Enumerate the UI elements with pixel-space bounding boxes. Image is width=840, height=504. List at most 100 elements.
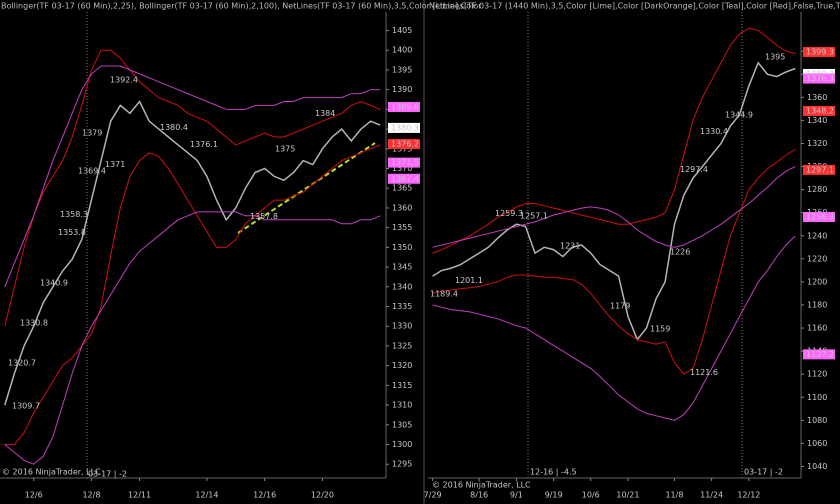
footer-note: 03-17 | -2 [744, 468, 783, 477]
y-tick-label: 1350 [392, 243, 412, 252]
price-marker [803, 349, 835, 360]
y-tick-label: 1240 [807, 231, 827, 240]
x-tick-label: 12/11 [128, 491, 151, 500]
price-annotation: 1353.8 [58, 228, 86, 237]
x-tick-label: 8/16 [470, 491, 488, 500]
price-annotation: 1330.8 [20, 319, 48, 328]
y-tick-label: 1060 [807, 439, 827, 448]
y-tick-label: 1310 [392, 401, 412, 410]
y-tick-label: 1345 [392, 263, 412, 272]
price-marker [388, 122, 420, 133]
x-tick-label: 7/29 [424, 491, 442, 500]
price-marker [388, 102, 420, 113]
price-marker-label: 1376.3 [806, 74, 834, 83]
y-tick-label: 1340 [392, 282, 412, 291]
y-tick-label: 1370 [392, 164, 412, 173]
price-annotation: 1179 [610, 302, 630, 311]
price-annotation: 1380.4 [160, 123, 188, 132]
price-annotation: 1309.7 [12, 402, 40, 411]
y-tick-label: 1315 [392, 381, 412, 390]
price-annotation: 1379 [82, 129, 102, 138]
price-marker [803, 47, 835, 58]
y-tick-label: 1040 [807, 462, 827, 471]
price-annotation: 1259.3 [495, 209, 523, 218]
y-tick-label: 1160 [807, 324, 827, 333]
panel-title: Bollinger(TF 03-17 (60 Min),2,25), Bolli… [1, 2, 482, 11]
price-line [4, 100, 381, 406]
y-tick-label: 1395 [392, 65, 412, 74]
y-tick-label: 1320 [392, 361, 412, 370]
price-annotation: 1320.7 [8, 358, 36, 367]
price-annotation: 1159 [650, 325, 670, 334]
y-tick-label: 1320 [807, 139, 827, 148]
y-tick-label: 1355 [392, 223, 412, 232]
price-annotation: 1375 [275, 144, 295, 153]
footer-note: 03-17 | -2 [88, 470, 127, 479]
footer-note: 12-16 | -4.5 [530, 468, 577, 477]
band-line [4, 49, 381, 327]
y-tick-label: 1330 [392, 322, 412, 331]
price-marker [803, 211, 835, 222]
x-tick-label: 10/21 [616, 491, 639, 500]
x-tick-label: 11/8 [665, 491, 683, 500]
price-marker-label: 1367.4 [391, 174, 419, 183]
price-marker-label: 1385.6 [391, 103, 419, 112]
price-marker-label: 1376.2 [391, 140, 419, 149]
price-annotation: 1371 [105, 160, 125, 169]
price-annotation: 1231 [560, 242, 580, 251]
panel-title: NetLines(TF 03-17 (1440 Min),3,5,Color [… [429, 2, 840, 11]
y-tick-label: 1340 [807, 116, 827, 125]
y-tick-label: 1200 [807, 277, 827, 286]
band-line [4, 65, 381, 287]
y-tick-label: 1360 [392, 203, 412, 212]
y-tick-label: 1325 [392, 341, 412, 350]
price-marker [803, 73, 835, 84]
x-tick-label: 12/8 [82, 491, 100, 500]
band-line [4, 211, 381, 465]
price-annotation: 1395 [765, 52, 785, 61]
y-tick-label: 1405 [392, 26, 412, 35]
x-tick-label: 9/1 [510, 491, 523, 500]
x-tick-label: 10/6 [582, 491, 600, 500]
x-tick-label: 12/20 [311, 491, 334, 500]
y-tick-label: 1335 [392, 302, 412, 311]
price-annotation: 1344.9 [725, 110, 753, 119]
band-line [4, 144, 381, 445]
y-tick-label: 1400 [392, 46, 412, 55]
x-tick-label: 9/19 [545, 491, 563, 500]
y-tick-label: 1305 [392, 420, 412, 429]
price-annotation: 1121.6 [690, 368, 718, 377]
y-tick-label: 1120 [807, 370, 827, 379]
price-annotation: 1376.1 [190, 140, 218, 149]
y-tick-label: 1220 [807, 254, 827, 263]
price-marker-label: 1256.3 [806, 212, 834, 221]
band-line [432, 148, 796, 375]
band-line [432, 27, 796, 254]
y-tick-label: 1360 [807, 93, 827, 102]
price-marker-label: 1371.5 [391, 158, 419, 167]
price-annotation: 1369.4 [78, 166, 106, 175]
price-marker-label: 1380.3 [391, 123, 419, 132]
price-annotation: 1297.4 [680, 165, 708, 174]
price-annotation: 1392.4 [110, 76, 138, 85]
y-tick-label: 1280 [807, 185, 827, 194]
price-annotation: 1384 [315, 109, 335, 118]
price-annotation: 1330.4 [700, 127, 728, 136]
y-tick-label: 1295 [392, 460, 412, 469]
x-tick-label: 12/16 [253, 491, 276, 500]
price-annotation: 1358.3 [60, 210, 88, 219]
price-annotation: 1340.9 [40, 279, 68, 288]
price-marker [388, 139, 420, 150]
y-tick-label: 1365 [392, 184, 412, 193]
price-annotation: 1201.1 [455, 276, 483, 285]
price-marker [803, 105, 835, 116]
price-annotation: 1357.8 [250, 212, 278, 221]
y-tick-label: 1080 [807, 416, 827, 425]
footer-note: © 2016 NinjaTrader, LLC [2, 468, 101, 477]
price-marker [388, 157, 420, 168]
price-marker-label: 1297.1 [806, 165, 834, 174]
x-tick-label: 12/6 [25, 491, 43, 500]
price-marker [388, 173, 420, 184]
